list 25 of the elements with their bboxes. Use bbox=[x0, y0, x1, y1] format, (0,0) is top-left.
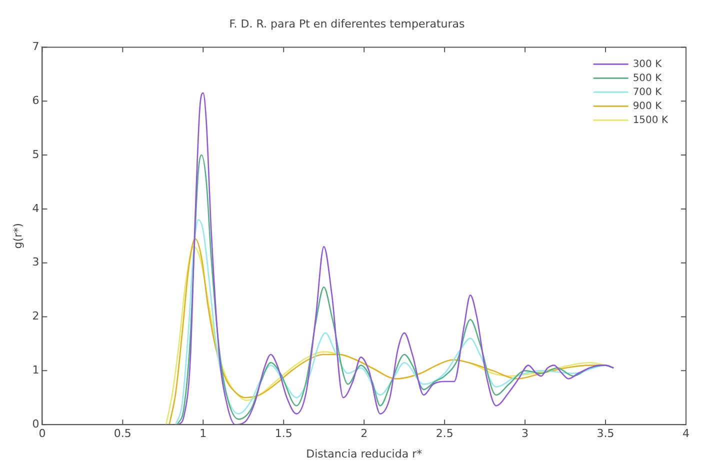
y-tick-label: 5 bbox=[32, 148, 40, 161]
x-axis-title: Distancia reducida r* bbox=[306, 447, 423, 460]
legend-label: 300 K bbox=[632, 58, 662, 70]
y-tick-label: 0 bbox=[32, 417, 40, 430]
y-tick-label: 7 bbox=[32, 40, 40, 54]
y-tick-label: 6 bbox=[32, 94, 40, 107]
y-tick-label: 4 bbox=[32, 202, 40, 215]
x-tick-label: 4 bbox=[682, 427, 690, 440]
x-tick-label: 3 bbox=[522, 427, 529, 440]
legend-label: 700 K bbox=[632, 86, 662, 98]
y-tick-label: 2 bbox=[32, 310, 40, 323]
y-axis-title: g(r*) bbox=[11, 223, 24, 249]
x-tick-label: 2 bbox=[360, 427, 368, 440]
y-tick-label: 1 bbox=[32, 364, 40, 377]
legend-label: 900 K bbox=[632, 100, 662, 112]
x-tick-label: 3.5 bbox=[596, 427, 614, 440]
x-tick-label: 0.5 bbox=[114, 427, 132, 440]
chart-title: F. D. R. para Pt en diferentes temperaturas bbox=[229, 17, 466, 30]
x-tick-label: 1.5 bbox=[274, 427, 292, 440]
x-tick-label: 2.5 bbox=[436, 427, 454, 440]
line-series bbox=[178, 92, 614, 425]
x-tick-label: 1 bbox=[200, 427, 207, 440]
legend-label: 500 K bbox=[632, 72, 662, 84]
y-tick-label: 3 bbox=[32, 256, 40, 269]
legend-label: 1500 K bbox=[632, 114, 668, 126]
